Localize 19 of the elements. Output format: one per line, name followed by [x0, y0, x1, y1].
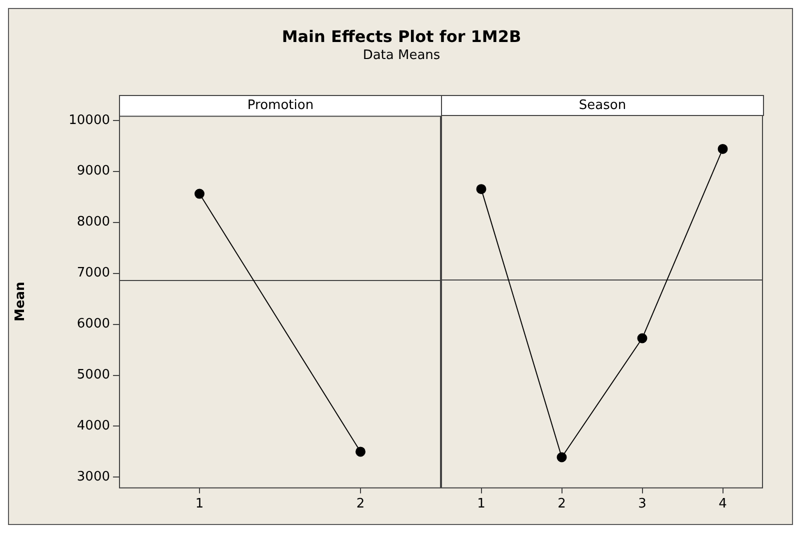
y-tick-label: 6000 [76, 316, 110, 332]
x-tick-label: 2 [356, 496, 365, 512]
x-tick-label: 3 [638, 496, 646, 512]
y-tick-label: 9000 [76, 164, 110, 179]
text: Data Means [362, 48, 442, 63]
y-tick-label: 7000 [76, 266, 110, 281]
chart-title: Promotion [119, 95, 442, 116]
x-tick-label: 1 [477, 496, 486, 512]
x-tick-label: 4 [718, 496, 727, 512]
y-tick-label: 8000 [76, 214, 110, 230]
chart-title: Season [441, 95, 764, 116]
y-tick-label: 4000 [76, 418, 110, 434]
y-axis-title: Mean [13, 282, 28, 322]
y-tick-label: 3000 [76, 470, 110, 485]
x-tick-label: 2 [558, 496, 566, 512]
text: Main Effects Plot for 1M2B [280, 27, 522, 46]
x-tick-label: 1 [195, 496, 204, 512]
y-tick-label: 5000 [76, 368, 110, 383]
y-tick-label: 10000 [68, 112, 110, 128]
